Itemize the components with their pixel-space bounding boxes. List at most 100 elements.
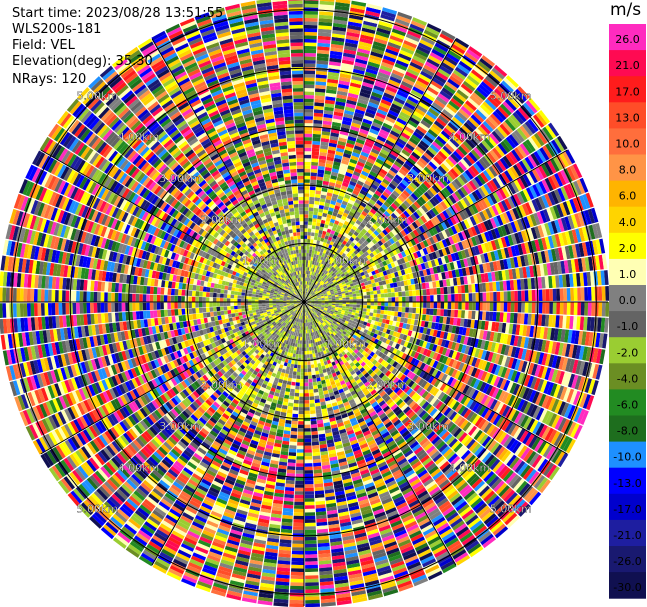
ppi-gate [312,268,315,272]
ppi-gate [321,131,331,136]
ppi-gate [391,292,396,297]
ppi-gate [306,277,308,282]
ppi-gate [342,156,350,162]
ppi-gate [370,95,382,102]
ppi-gate [315,262,319,266]
ppi-gate [342,306,346,309]
ppi-gate [346,187,354,193]
ppi-gate [329,135,339,141]
ppi-gate [315,277,318,281]
ppi-gate [304,24,318,29]
ppi-gate [306,274,309,278]
ppi-gate [320,138,330,143]
ppi-gate [341,159,349,165]
ppi-gate [313,126,322,131]
ppi-gate [337,195,344,201]
ppi-gate [304,81,315,85]
ppi-gate [488,282,494,292]
ppi-gate [304,105,314,110]
ppi-gate [338,169,346,176]
ppi-gate [563,302,568,315]
ppi-gate [381,10,396,19]
ppi-gate [358,177,366,183]
ppi-gate [409,23,425,33]
ppi-gate [363,17,379,24]
ppi-gate [308,210,314,215]
ppi-gate [304,10,318,15]
ppi-gate [318,205,324,210]
ppi-gate [426,288,431,296]
ppi-gate [306,242,310,247]
ppi-gate [587,302,592,316]
ppi-gate [343,197,350,203]
ppi-gate [309,285,312,290]
ppi-gate [369,312,374,317]
ppi-gate [337,140,346,146]
ppi-gate [306,288,309,292]
ppi-gate [405,302,410,308]
ppi-gate [328,146,337,151]
ppi-gate [330,132,339,138]
ppi-gate [443,309,448,317]
ppi-gate [311,225,316,230]
ppi-gate [308,267,312,272]
ppi-gate [391,103,402,111]
ppi-gate [372,44,386,52]
ppi-gate [304,193,310,197]
ppi-gate [343,178,350,184]
ppi-gate [308,260,311,264]
ppi-gate [305,329,308,334]
ppi-gate [304,238,307,243]
ppi-gate [349,129,359,135]
ppi-gate [570,287,575,301]
ppi-gate [341,59,354,65]
ppi-gate [374,81,387,89]
ppi-gate [307,228,312,233]
ppi-gate [363,305,368,309]
ppi-gate [304,175,311,180]
ppi-gate [366,135,377,142]
ppi-gate [310,257,314,261]
ppi-gate [321,234,326,239]
ppi-gate [507,302,511,312]
ppi-gate [353,112,364,119]
ppi-gate [404,36,419,46]
ppi-gate [376,108,388,116]
ppi-gate [329,248,334,254]
ppi-gate [335,101,346,107]
ppi-gate [344,175,352,181]
ppi-gate [345,297,350,300]
ppi-gate [332,242,338,248]
ppi-gate [489,302,494,312]
ppi-gate [353,202,360,208]
ppi-gate [311,371,316,376]
ppi-gate [309,189,316,194]
ppi-gate [381,125,391,133]
ppi-gate [306,260,309,264]
ppi-gate [321,191,327,196]
ppi-gate [359,128,369,135]
ppi-gate [437,294,441,302]
ppi-gate [351,122,361,129]
ppi-gate [310,175,317,180]
ppi-gate [306,256,309,261]
ppi-gate [346,28,361,35]
ppi-gate [344,42,358,48]
ppi-gate [349,306,353,310]
ppi-gate [345,294,350,298]
ppi-gate [314,265,318,270]
ppi-gate [447,302,452,310]
ppi-gate [327,188,334,194]
ppi-gate [318,25,332,30]
ppi-gate [360,30,375,38]
ppi-gate [304,28,318,33]
ppi-gate [349,196,357,202]
ppi-gate [496,291,501,302]
ppi-gate [384,293,389,298]
ppi-gate [349,294,353,297]
ppi-gate [352,293,357,297]
ppi-gate [329,57,342,63]
ppi-gate [472,293,476,302]
ppi-gate [383,119,394,127]
ppi-gate [312,260,315,265]
